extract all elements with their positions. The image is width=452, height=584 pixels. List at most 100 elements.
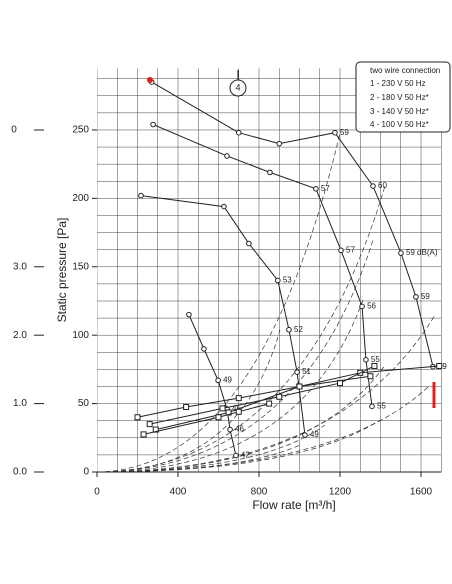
point [140, 431, 147, 438]
point [302, 432, 308, 438]
dashed-curve [97, 329, 281, 473]
point [313, 185, 319, 192]
point [266, 400, 273, 407]
x-tick-label: 0 [94, 487, 100, 498]
point [398, 250, 404, 256]
point [186, 311, 192, 318]
x-tick-label: 1200 [329, 487, 352, 498]
point-label: 60 [378, 181, 387, 190]
y2-tick-label: 0.0 [13, 467, 27, 478]
dashed-curve [97, 384, 431, 473]
point [369, 403, 375, 410]
dashed-curve [97, 314, 436, 473]
y2-extra-label: 0 [11, 125, 17, 136]
legend-box [355, 61, 451, 133]
point-label: 46 [235, 425, 244, 434]
point [201, 346, 207, 352]
legend-item: 4 - 100 V 50 Hz* [370, 120, 429, 129]
point-label: 51 [302, 367, 311, 376]
point-label: 59 [340, 128, 349, 137]
point-label: 42 [241, 451, 250, 460]
dashed-curve [97, 299, 364, 473]
point [413, 294, 419, 300]
point [246, 240, 252, 247]
point [363, 357, 369, 363]
point [332, 129, 338, 136]
y-tick-label: 0 [83, 467, 89, 478]
y2-tick-label: 1.0 [13, 398, 27, 409]
point-label: 49 [223, 375, 232, 384]
point-label: 55 [377, 401, 386, 410]
point [138, 192, 144, 199]
point-label: 59 dB(A) [406, 248, 438, 257]
y-tick-label: 150 [72, 261, 89, 272]
legend-title: two wire connection [370, 66, 440, 75]
point [371, 362, 378, 369]
legend-clip: two wire connection 1 - 230 V 50 Hz 2 - … [370, 66, 440, 129]
y-tick-label: 100 [72, 330, 89, 341]
dashed-curve [97, 424, 326, 473]
point [286, 326, 292, 333]
point-label: 52 [294, 325, 303, 334]
point-label: 59 [438, 362, 447, 371]
point-label: 56 [367, 302, 376, 311]
red-marker [147, 77, 153, 83]
point [150, 121, 156, 128]
point [235, 395, 242, 402]
y-tick-label: 250 [72, 125, 89, 136]
dashed-curve [97, 239, 374, 473]
point [235, 129, 242, 136]
point [235, 408, 242, 415]
series-line [152, 124, 373, 407]
dashed-curve [97, 185, 386, 473]
point [367, 373, 374, 380]
y-axis-label: Static pressure [Pa] [55, 218, 69, 323]
point [276, 140, 283, 147]
y-tick-label: 50 [78, 398, 90, 409]
point-label: 49 [310, 430, 319, 439]
series-line [188, 314, 237, 456]
point [296, 383, 303, 390]
series-line [143, 403, 270, 435]
point [221, 203, 227, 210]
x-tick-label: 800 [251, 487, 268, 498]
point [436, 362, 443, 369]
legend-item: 1 - 230 V 50 Hz [370, 79, 426, 88]
point-label: 57 [346, 245, 355, 254]
point-label: 55 [371, 355, 380, 364]
point [219, 405, 226, 412]
y2-tick-label: 2.0 [13, 330, 27, 341]
legend-item: 2 - 180 V 50 Hz* [370, 93, 429, 102]
point [227, 426, 233, 433]
point [294, 369, 300, 375]
dashed-curve [97, 364, 386, 473]
point-label: 53 [283, 276, 292, 285]
point [224, 153, 230, 159]
series-line [155, 375, 371, 431]
curve-marker-label: 4 [235, 82, 240, 92]
marks: 59 60 59 dB(A) 59 59 57 57 56 55 55 53 52 51 49 49 45 46… [134, 79, 447, 460]
y2-tick-label: 3.0 [13, 261, 27, 272]
x-tick-label: 1600 [410, 487, 433, 498]
point [233, 452, 239, 459]
y-tick-label: 200 [72, 193, 89, 204]
point-label: 59 [421, 292, 430, 301]
series-line [151, 81, 434, 367]
point [267, 169, 273, 176]
system-curves [97, 132, 436, 473]
point-label: 57 [321, 184, 330, 193]
series-line [137, 365, 440, 418]
point [134, 414, 141, 421]
series-line [149, 365, 375, 425]
point [338, 247, 344, 254]
dashed-curve [97, 132, 341, 473]
point [359, 303, 365, 310]
point-label: 45 [232, 404, 241, 413]
point [215, 377, 221, 384]
point [370, 183, 376, 189]
x-tick-label: 400 [170, 487, 187, 498]
point [215, 414, 222, 421]
point [275, 277, 281, 284]
point [183, 404, 190, 411]
